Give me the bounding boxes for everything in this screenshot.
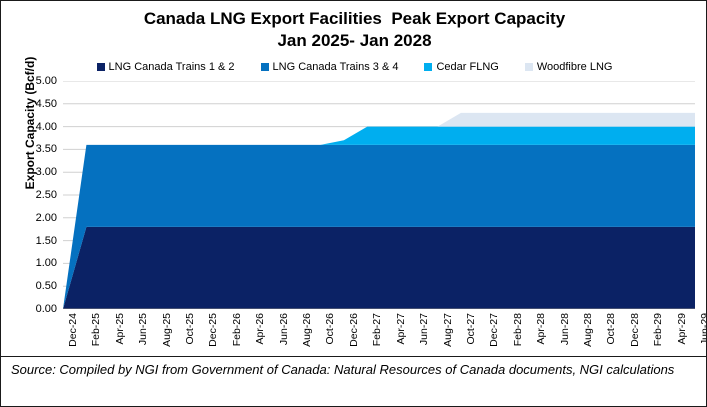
area-series-1 — [63, 144, 695, 309]
area-series-2 — [63, 126, 695, 309]
y-axis-tick-label: 0.00 — [35, 303, 57, 315]
legend-swatch-icon — [424, 63, 433, 71]
y-axis-tick-label: 5.00 — [35, 75, 57, 87]
y-axis-tick-label: 2.00 — [35, 211, 57, 224]
x-axis-tick-label: Dec-28 — [628, 313, 641, 347]
x-axis-tick-label: Feb-25 — [90, 313, 103, 347]
x-axis-tick-label: Apr-27 — [394, 313, 407, 345]
y-axis-tick-label: 2.50 — [35, 189, 57, 201]
x-axis-tick-label: Feb-26 — [230, 313, 243, 347]
x-axis-tick-label: Dec-26 — [347, 313, 360, 347]
x-axis-tick-label: Feb-28 — [511, 313, 524, 347]
legend-swatch-icon — [96, 63, 105, 71]
x-axis-tick-label: Jun-26 — [277, 313, 290, 346]
legend-item-0[interactable]: LNG Canada Trains 1 & 2 — [96, 61, 235, 73]
chart-title: Canada LNG Export Facilities Peak Export… — [1, 8, 706, 52]
legend-swatch-icon — [524, 63, 533, 71]
y-axis-tick-label: 3.50 — [35, 143, 57, 156]
y-axis-tick-label: 0.50 — [35, 280, 57, 293]
x-axis-tick-label: Feb-29 — [652, 313, 665, 347]
x-axis-tick-label: Aug-25 — [160, 313, 173, 347]
x-axis-tick-label: Oct-25 — [184, 313, 197, 345]
legend-item-label: LNG Canada Trains 1 & 2 — [108, 61, 235, 73]
source-divider — [1, 356, 706, 357]
x-axis-tick-label: Feb-27 — [371, 313, 384, 347]
x-axis-tick-label: Jun-28 — [558, 313, 571, 346]
x-axis-tick-label: Apr-25 — [113, 313, 126, 345]
x-axis-tick-label: Dec-24 — [67, 313, 79, 347]
x-axis-tick-label: Apr-26 — [254, 313, 267, 345]
legend-item-label: LNG Canada Trains 3 & 4 — [272, 61, 399, 73]
y-axis-tick-label: 4.00 — [35, 120, 57, 133]
y-axis-tick-label: 1.50 — [35, 234, 57, 247]
x-axis-tick-label: Apr-29 — [675, 313, 688, 345]
x-axis-tick-label: Apr-28 — [535, 313, 548, 345]
legend-item-label: Woodfibre LNG — [536, 61, 613, 73]
stacked-area-plot — [63, 81, 695, 309]
legend-swatch-icon — [260, 63, 269, 71]
y-axis-tick-label: 1.00 — [35, 257, 57, 270]
x-axis-tick-label: Oct-26 — [324, 313, 337, 345]
chart-title-line-2: Jan 2025- Jan 2028 — [277, 31, 432, 50]
area-series-0 — [63, 226, 695, 309]
chart-legend: LNG Canada Trains 1 & 2 LNG Canada Trains… — [1, 61, 706, 73]
plot-wrapper — [63, 81, 695, 309]
plot-area — [63, 81, 695, 309]
legend-item-3[interactable]: Woodfibre LNG — [524, 61, 613, 73]
legend-item-label: Cedar FLNG — [436, 61, 499, 73]
x-axis-tick-labels: Dec-24 Feb-25 Apr-25 Jun-25 Aug-25 Oct-25 Dec-… — [63, 313, 706, 359]
legend-item-1[interactable]: LNG Canada Trains 3 & 4 — [260, 61, 399, 73]
x-axis-tick-label: Dec-27 — [488, 313, 501, 347]
x-axis-tick-label: Oct-28 — [605, 313, 618, 345]
y-axis-tick-labels: 0.00 0.50 1.00 1.50 2.00 2.50 3.00 3.50 4.00 4.50… — [13, 75, 57, 315]
x-axis-tick-label: Jun-27 — [418, 313, 431, 346]
x-axis-tick-label: Dec-25 — [207, 313, 220, 347]
y-axis-tick-label: 4.50 — [35, 97, 57, 110]
legend-item-2[interactable]: Cedar FLNG — [424, 61, 499, 73]
x-axis-tick-label: Jun-29 — [699, 313, 707, 346]
x-axis-tick-label: Aug-27 — [441, 313, 454, 347]
source-note: Source: Compiled by NGI from Government … — [11, 362, 675, 377]
y-axis-tick-label: 3.00 — [35, 166, 57, 179]
x-axis-tick-label: Aug-28 — [581, 313, 594, 347]
x-axis-tick-label: Aug-26 — [301, 313, 314, 347]
chart-title-line-1: Canada LNG Export Facilities Peak Export… — [143, 9, 566, 28]
x-axis-tick-label: Jun-25 — [137, 313, 150, 346]
x-axis-tick-label: Oct-27 — [464, 313, 477, 345]
